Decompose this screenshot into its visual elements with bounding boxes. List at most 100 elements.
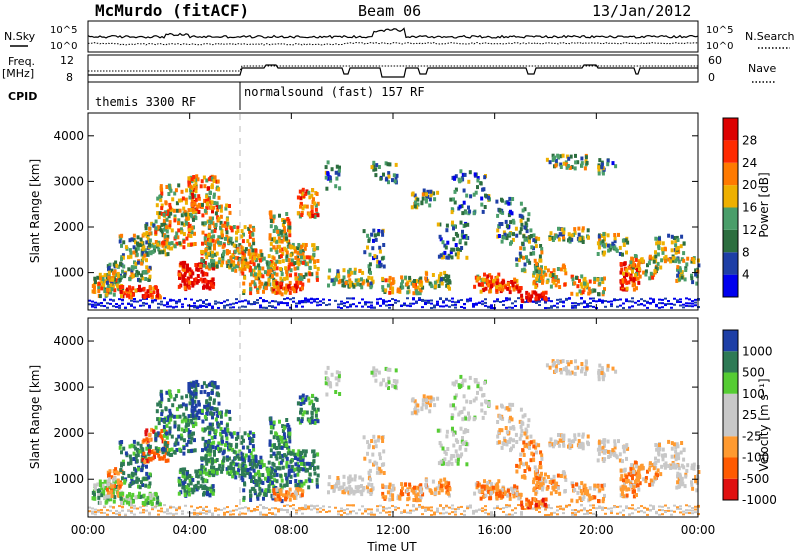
range-gate-cell <box>270 237 274 242</box>
sky-panel-frame <box>87 20 699 53</box>
range-gate-cell <box>258 472 262 477</box>
range-gate-cell <box>658 298 661 301</box>
range-gate-cell <box>664 254 668 259</box>
range-gate-cell <box>571 509 574 512</box>
range-gate-cell <box>298 482 302 487</box>
range-gate-cell <box>199 390 203 395</box>
range-gate-cell <box>197 210 201 214</box>
range-gate-cell <box>602 232 606 236</box>
range-gate-cell <box>310 415 314 420</box>
range-gate-cell <box>199 511 202 514</box>
range-gate-cell <box>214 300 217 303</box>
range-gate-cell <box>280 499 284 504</box>
range-gate-cell <box>484 508 487 511</box>
range-gate-cell <box>240 435 244 440</box>
range-gate-cell <box>271 512 274 515</box>
range-gate-cell <box>229 256 233 260</box>
range-gate-cell <box>214 239 218 244</box>
range-gate-cell <box>211 221 215 226</box>
range-gate-cell <box>424 509 427 512</box>
range-gate-cell <box>154 230 158 235</box>
range-gate-cell <box>401 279 404 284</box>
range-gate-cell <box>164 244 168 249</box>
range-gate-cell <box>268 301 271 304</box>
range-gate-cell <box>167 183 171 188</box>
range-gate-cell <box>556 306 559 309</box>
range-gate-cell <box>643 304 646 307</box>
range-gate-cell <box>274 225 278 230</box>
range-gate-cell <box>186 276 190 281</box>
range-gate-cell <box>184 425 188 430</box>
range-gate-cell <box>337 271 340 276</box>
range-gate-cell <box>367 238 371 243</box>
range-gate-cell <box>557 155 561 160</box>
range-gate-cell <box>358 301 361 304</box>
range-gate-cell <box>466 505 469 508</box>
range-gate-cell <box>388 506 391 509</box>
range-gate-cell <box>240 260 244 265</box>
range-gate-cell <box>134 471 138 476</box>
range-gate-cell <box>121 459 125 464</box>
range-gate-cell <box>691 506 694 509</box>
range-gate-cell <box>520 512 523 515</box>
range-gate-cell <box>556 279 560 284</box>
range-gate-cell <box>428 203 432 208</box>
range-gate-cell <box>127 499 131 504</box>
range-gate-cell <box>144 277 148 281</box>
range-gate-cell <box>653 269 657 274</box>
range-gate-cell <box>232 431 236 436</box>
range-gate-cell <box>96 482 100 487</box>
range-gate-cell <box>503 232 507 237</box>
range-gate-cell <box>391 298 394 301</box>
range-gate-cell <box>232 509 235 512</box>
range-gate-cell <box>538 304 541 307</box>
range-gate-cell <box>116 264 120 269</box>
range-gate-cell <box>203 184 207 189</box>
range-gate-cell <box>227 442 231 447</box>
range-gate-cell <box>121 253 125 258</box>
range-gate-cell <box>141 457 145 462</box>
range-gate-cell <box>601 301 604 304</box>
range-gate-cell <box>271 425 275 430</box>
range-gate-cell <box>529 228 533 233</box>
range-gate-cell <box>191 194 195 199</box>
range-gate-cell <box>160 397 164 402</box>
range-gate-cell <box>144 226 148 231</box>
range-gate-cell <box>148 274 152 279</box>
range-gate-cell <box>301 512 304 515</box>
range-gate-cell <box>433 513 436 516</box>
range-gate-cell <box>378 452 382 457</box>
range-gate-cell <box>288 487 292 492</box>
range-gate-cell <box>299 458 303 463</box>
range-gate-cell <box>217 393 221 398</box>
range-gate-cell <box>235 264 239 269</box>
range-gate-cell <box>247 251 251 256</box>
range-gate-cell <box>311 188 314 193</box>
range-gate-cell <box>445 504 448 507</box>
range-gate-cell <box>124 245 128 250</box>
range-gate-cell <box>113 495 117 500</box>
range-gate-cell <box>598 298 601 301</box>
range-gate-cell <box>241 512 244 515</box>
range-gate-cell <box>550 305 553 308</box>
range-gate-cell <box>160 222 164 227</box>
range-gate-cell <box>620 283 624 288</box>
range-gate-cell <box>364 509 367 512</box>
range-gate-cell <box>158 250 162 255</box>
range-gate-cell <box>99 276 102 281</box>
range-gate-cell <box>125 287 129 292</box>
range-gate-cell <box>586 305 589 308</box>
range-gate-cell <box>175 201 179 206</box>
range-gate-cell <box>301 506 304 509</box>
range-gate-cell <box>583 508 586 511</box>
range-gate-cell <box>241 305 244 308</box>
range-gate-cell <box>88 299 91 302</box>
range-gate-cell <box>328 475 332 480</box>
range-gate-cell <box>388 513 391 516</box>
range-gate-cell <box>137 484 140 489</box>
range-gate-cell <box>310 297 313 300</box>
range-gate-cell <box>673 297 676 300</box>
range-gate-cell <box>169 305 172 308</box>
range-gate-cell <box>461 229 464 234</box>
range-gate-cell <box>116 481 120 485</box>
